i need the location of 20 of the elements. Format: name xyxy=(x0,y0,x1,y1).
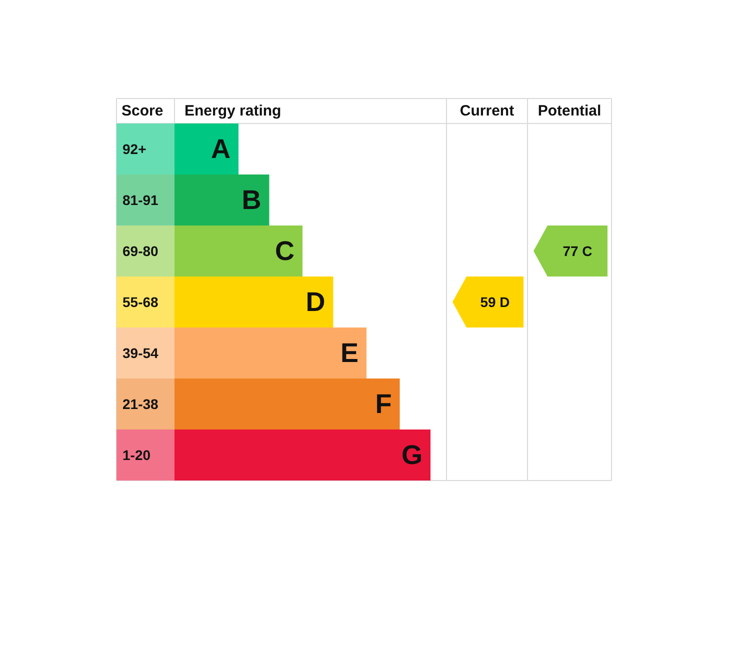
text: Potential xyxy=(538,102,602,120)
y-tick-label: A xyxy=(211,134,230,164)
y-tick-label: F xyxy=(375,389,392,419)
text: 92+ xyxy=(122,141,146,157)
text: 59 D xyxy=(480,294,510,310)
text: 81-91 xyxy=(122,192,159,208)
y-tick-label: C xyxy=(275,236,294,266)
y-tick-label: D xyxy=(306,287,326,317)
text: 39-54 xyxy=(122,345,159,361)
text: 1-20 xyxy=(122,447,151,463)
y-tick-label: B xyxy=(242,185,262,215)
text: 21-38 xyxy=(122,396,159,412)
text: 77 C xyxy=(562,243,592,259)
y-tick-label: G xyxy=(402,440,423,470)
text: Current xyxy=(460,102,514,120)
text: 69-80 xyxy=(122,243,159,259)
annotation: Energy rating xyxy=(184,102,282,120)
y-tick-label: E xyxy=(340,338,359,368)
text: 55-68 xyxy=(122,294,159,310)
text: Score xyxy=(122,102,164,120)
